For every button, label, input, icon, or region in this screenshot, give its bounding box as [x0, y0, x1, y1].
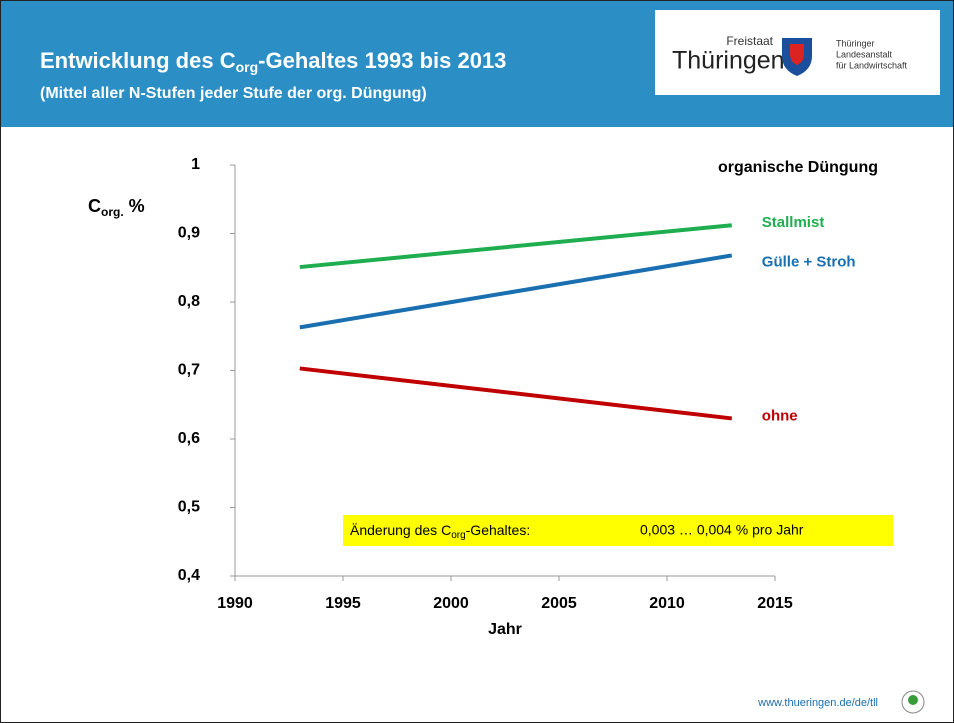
annotation-sub: org — [451, 530, 465, 541]
y-label-part: C — [88, 196, 101, 216]
annotation-part: -Gehaltes: — [466, 522, 531, 538]
legend-title: organische Düngung — [718, 159, 878, 176]
annotation-part: Änderung des C — [350, 522, 451, 538]
y-tick-label: 1 — [191, 156, 200, 173]
footer-logo — [901, 690, 925, 714]
y-label-sub: org. — [101, 205, 124, 219]
y-tick-label: 0,7 — [178, 362, 200, 379]
y-tick-label: 0,6 — [178, 430, 200, 447]
series-label: Gülle + Stroh — [762, 253, 856, 270]
title-part: Entwicklung des C — [40, 48, 236, 73]
title-sub: org — [236, 59, 259, 75]
y-tick-label: 0,5 — [178, 499, 200, 516]
y-label-part: % — [124, 196, 145, 216]
x-tick-label: 2005 — [541, 595, 577, 612]
x-tick-label: 2000 — [433, 595, 469, 612]
series-line — [299, 223, 732, 270]
y-tick-label: 0,4 — [178, 567, 200, 584]
x-axis-label: Jahr — [488, 621, 522, 638]
logo-line: Landesanstalt — [836, 49, 893, 59]
x-tick-label: 2010 — [649, 595, 685, 612]
logo-emblem — [782, 38, 812, 76]
annotation-box — [343, 515, 893, 546]
x-tick-label: 1990 — [217, 595, 253, 612]
logo-small: Freistaat — [726, 34, 773, 48]
y-axis-label: Corg. % — [88, 196, 145, 219]
annotation: Änderung des Corg-Gehaltes: — [350, 522, 530, 541]
logo-line: Thüringer — [836, 38, 875, 48]
x-tick-label: 2015 — [757, 595, 793, 612]
series-label: ohne — [762, 407, 798, 424]
series-line — [299, 366, 733, 421]
series-line — [299, 253, 733, 330]
logo-big: Thüringen — [672, 47, 785, 75]
footer-url: www.thueringen.de/de/tll — [757, 697, 878, 709]
logo-line: für Landwirtschaft — [836, 60, 908, 70]
y-tick-label: 0,8 — [178, 293, 200, 310]
subtitle: (Mittel aller N-Stufen jeder Stufe der o… — [40, 85, 427, 102]
annotation-rate: 0,003 … 0,004 % pro Jahr — [640, 522, 804, 538]
series-label: Stallmist — [762, 214, 825, 231]
title-part: -Gehaltes 1993 bis 2013 — [258, 48, 506, 73]
x-tick-label: 1995 — [325, 595, 361, 612]
title: Entwicklung des Corg-Gehaltes 1993 bis 2… — [40, 48, 506, 75]
y-tick-label: 0,9 — [178, 225, 200, 242]
